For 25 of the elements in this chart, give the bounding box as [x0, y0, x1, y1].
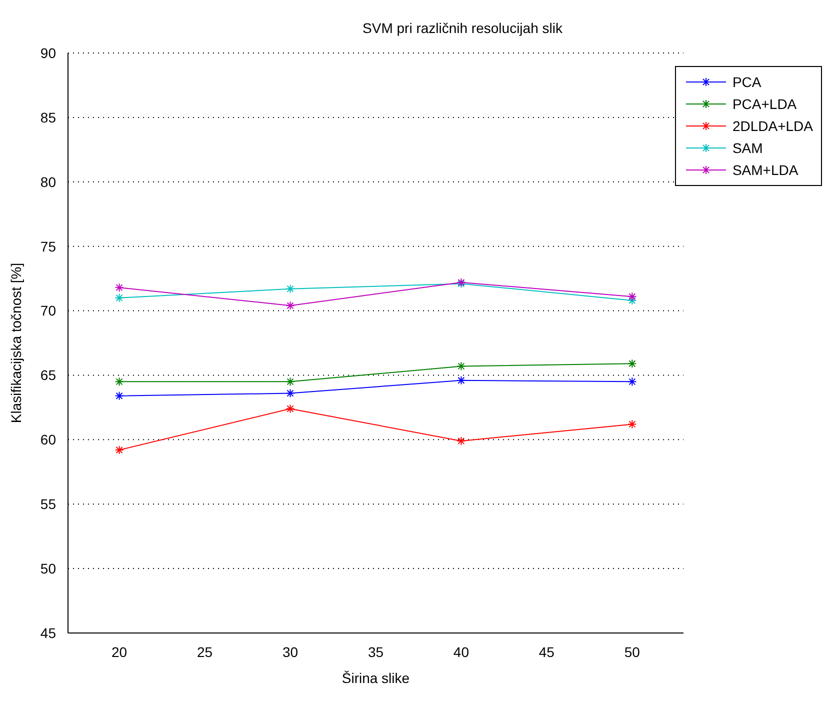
y-tick-label: 75	[40, 238, 56, 254]
y-tick-label: 85	[40, 109, 56, 126]
x-axis-title: Širina slike	[342, 670, 410, 686]
x-tick-label: 30	[282, 644, 298, 660]
legend-label: 2DLDA+LDA	[732, 118, 813, 134]
x-tick-label: 45	[538, 644, 555, 660]
y-tick-label: 45	[40, 624, 56, 641]
y-tick-label: 60	[40, 432, 56, 448]
x-tick-label: 25	[196, 644, 213, 660]
x-tick-label: 20	[112, 644, 128, 660]
y-tick-label: 50	[40, 560, 56, 577]
y-tick-label: 55	[40, 496, 56, 512]
y-axis-title: Klasifikacijska točnost [%]	[8, 262, 24, 424]
chart-title: SVM pri različnih resolucijah slik	[362, 20, 564, 36]
x-tick-label: 40	[453, 644, 470, 660]
x-tick-label: 50	[624, 644, 640, 660]
legend-label: PCA+LDA	[732, 96, 797, 112]
y-tick-label: 70	[40, 302, 56, 319]
legend-label: PCA	[732, 74, 762, 90]
x-tick-label: 35	[368, 644, 384, 660]
y-tick-label: 65	[40, 367, 56, 384]
legend-label: SAM	[732, 140, 763, 156]
y-tick-label: 80	[40, 174, 56, 190]
legend-label: SAM+LDA	[732, 162, 798, 178]
y-tick-label: 90	[40, 44, 56, 61]
